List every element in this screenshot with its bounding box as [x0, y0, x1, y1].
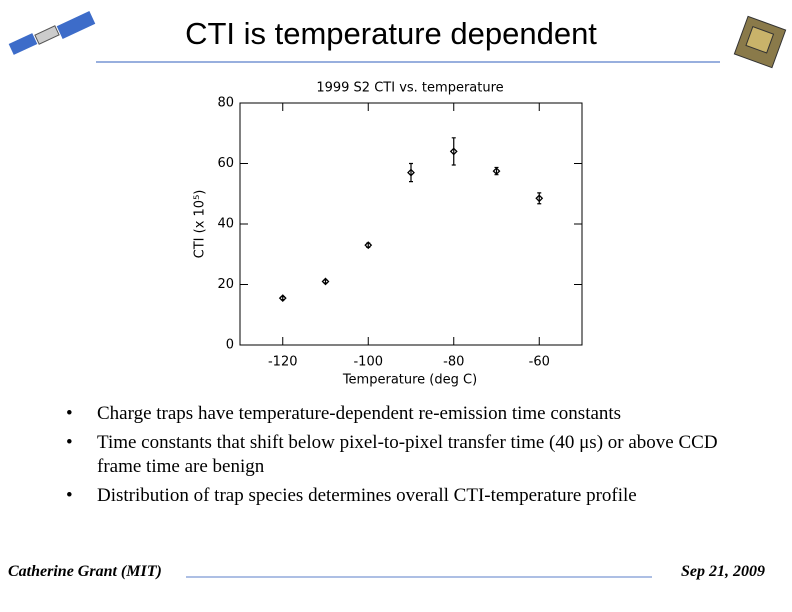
- bullet: Distribution of trap species determines …: [62, 484, 732, 508]
- data-point: [535, 194, 544, 203]
- y-tick-label: 40: [217, 217, 234, 232]
- data-point: [407, 168, 415, 177]
- data-point: [364, 241, 373, 250]
- x-tick-label: -60: [529, 355, 550, 370]
- y-tick-label: 0: [226, 338, 234, 353]
- x-tick-label: -100: [353, 355, 383, 370]
- error-bar: [451, 137, 456, 166]
- slide-title: CTI is temperature dependent: [185, 16, 597, 51]
- plot-frame: [239, 102, 583, 346]
- data-point: [492, 167, 501, 175]
- y-tick-label: 60: [217, 156, 234, 171]
- data-point: [449, 147, 458, 156]
- x-tick-label: -120: [268, 355, 298, 370]
- error-bar: [409, 162, 413, 183]
- bullet: Charge traps have temperature-dependent …: [62, 402, 732, 426]
- y-tick-label: 80: [217, 96, 234, 111]
- bullet: Time constants that shift below pixel-to…: [62, 431, 732, 479]
- footer-date: Sep 21, 2009: [681, 563, 765, 580]
- data-point: [278, 294, 287, 303]
- data-point: [321, 277, 330, 286]
- satellite-icon: [8, 11, 96, 55]
- y-tick-label: 20: [217, 277, 234, 292]
- bullet-list: Charge traps have temperature-dependent …: [62, 402, 732, 513]
- instrument-icon: [733, 15, 787, 69]
- x-tick-label: -80: [443, 355, 464, 370]
- footer-author: Catherine Grant (MIT): [8, 563, 162, 580]
- x-axis-label: Temperature (deg C): [342, 373, 477, 388]
- chart-title: 1999 S2 CTI vs. temperature: [316, 81, 503, 96]
- y-axis-label: CTI (x 10⁵): [193, 190, 208, 259]
